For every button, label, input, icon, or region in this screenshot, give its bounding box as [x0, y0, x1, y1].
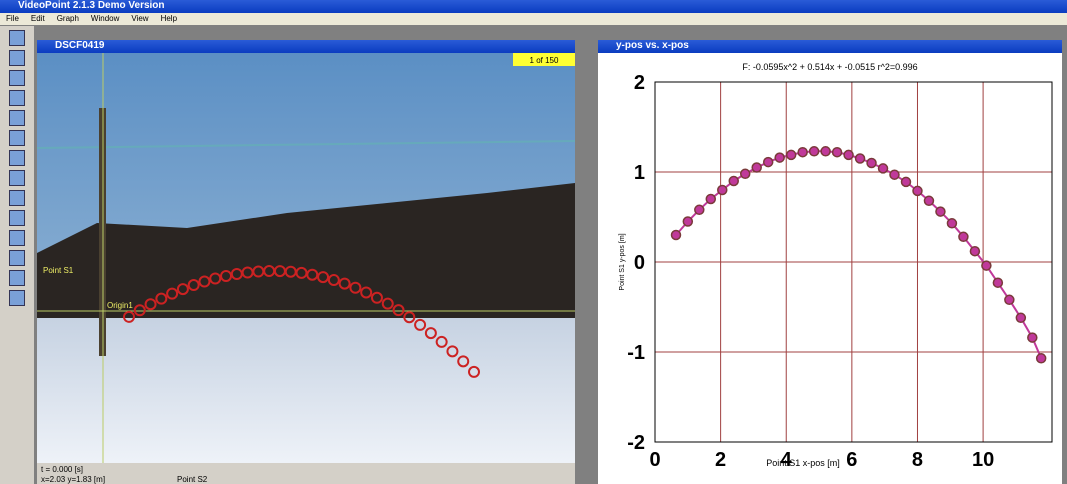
menu-item[interactable]: Window [91, 14, 119, 23]
data-point [798, 148, 807, 157]
x-tick-label: 10 [972, 449, 994, 471]
data-point [913, 186, 922, 195]
origin-label: Origin1 [107, 301, 133, 310]
data-point [1037, 354, 1046, 363]
fit-text: F: -0.0595x^2 + 0.514x + -0.0515 r^2=0.9… [742, 62, 917, 72]
data-point [729, 177, 738, 186]
toolbar [0, 26, 34, 484]
data-point [821, 147, 830, 156]
data-point [901, 177, 910, 186]
data-point [970, 247, 979, 256]
menu-bar: File Edit Graph Window View Help [0, 13, 1067, 25]
data-point [764, 158, 773, 167]
video-title: DSCF0419 [55, 40, 104, 51]
data-point [856, 154, 865, 163]
data-point [752, 163, 761, 172]
data-point [741, 169, 750, 178]
data-point [787, 150, 796, 159]
data-point [810, 147, 819, 156]
video-window: 1 of 150 Point S1 Origin1 t = 0.000 [s] … [37, 53, 575, 484]
menu-item[interactable]: File [6, 14, 19, 23]
data-point [695, 205, 704, 214]
data-point [718, 186, 727, 195]
data-point [833, 148, 842, 157]
y-axis-label: Point S1 y-pos [m] [619, 233, 626, 290]
data-point [683, 217, 692, 226]
data-point [867, 159, 876, 168]
menu-item[interactable]: Graph [57, 14, 79, 23]
data-point [993, 278, 1002, 287]
data-point [1005, 295, 1014, 304]
x-axis-label: Point S1 x-pos [m] [766, 458, 840, 468]
data-point [1016, 313, 1025, 322]
graph-window: F: -0.0595x^2 + 0.514x + -0.0515 r^2=0.9… [598, 53, 1062, 484]
menu-item[interactable]: Edit [31, 14, 45, 23]
time-label: t = 0.000 [s] [41, 465, 83, 474]
x-tick-label: 2 [715, 449, 726, 471]
x-tick-label: 0 [649, 449, 660, 471]
x-tick-label: 4 [781, 449, 793, 471]
app: VideoPoint 2.1.3 Demo Version File Edit Gr… [0, 0, 1067, 484]
app-title-bar: VideoPoint 2.1.3 Demo Version [0, 0, 1067, 13]
coords-label: x=2.03 y=1.83 [m] [41, 475, 105, 484]
menu-item[interactable]: Help [161, 14, 177, 23]
y-tick-label: -2 [627, 432, 645, 454]
graph-title: y-pos vs. x-pos [616, 40, 689, 51]
x-tick-label: 8 [912, 449, 923, 471]
data-point [1028, 333, 1037, 342]
graph-title-bar: y-pos vs. x-pos [598, 40, 1062, 53]
data-point [706, 195, 715, 204]
y-tick-label: 1 [634, 162, 645, 184]
y-tick-label: -1 [627, 342, 645, 364]
data-point [959, 232, 968, 241]
data-point [671, 231, 680, 240]
frame-label: 1 of 150 [530, 56, 559, 65]
data-point [844, 150, 853, 159]
data-point [890, 170, 899, 179]
status-point: Point S2 [177, 475, 208, 484]
data-point [982, 261, 991, 270]
data-point [924, 196, 933, 205]
y-tick-label: 2 [634, 72, 645, 94]
menu-item[interactable]: View [131, 14, 148, 23]
data-point [879, 164, 888, 173]
point-label: Point S1 [43, 266, 74, 275]
data-point [947, 219, 956, 228]
app-title: VideoPoint 2.1.3 Demo Version [18, 0, 165, 11]
data-point [775, 153, 784, 162]
data-point [936, 207, 945, 216]
y-tick-label: 0 [634, 252, 645, 274]
x-tick-label: 6 [846, 449, 857, 471]
video-title-bar: DSCF0419 [37, 40, 575, 53]
